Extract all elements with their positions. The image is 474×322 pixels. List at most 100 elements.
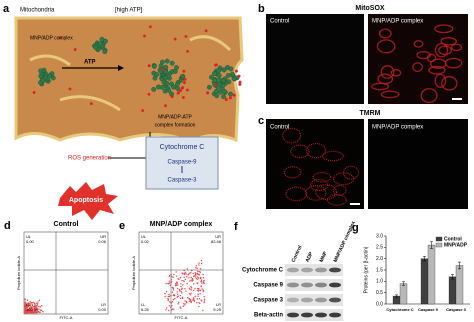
particle <box>164 58 170 64</box>
event <box>198 305 200 308</box>
event <box>192 289 195 292</box>
event <box>199 268 202 270</box>
atp-molecule <box>182 69 186 73</box>
event <box>172 294 174 297</box>
particle <box>154 72 159 77</box>
event <box>201 288 203 290</box>
event <box>198 289 200 292</box>
band <box>329 297 341 303</box>
event <box>196 276 199 278</box>
event <box>198 264 200 266</box>
event <box>178 301 180 304</box>
cell <box>305 142 327 159</box>
particle <box>163 75 168 81</box>
event <box>183 276 185 279</box>
event <box>197 270 199 272</box>
text: TMRM <box>360 110 381 117</box>
event <box>203 279 205 282</box>
event <box>200 279 203 281</box>
quadrant-value: 9.25 <box>213 307 222 312</box>
quadrant-value: 100.00 <box>26 307 39 312</box>
event <box>167 299 169 302</box>
atp-molecule <box>147 92 151 96</box>
event <box>30 306 32 308</box>
text: MNP/ADP complex <box>372 19 423 25</box>
event <box>32 306 34 308</box>
event <box>33 302 36 305</box>
particle <box>220 78 226 84</box>
event <box>164 292 166 295</box>
cell <box>428 65 446 75</box>
event <box>202 273 204 276</box>
event <box>31 307 33 309</box>
y-tick-label: 0.0 <box>376 301 383 307</box>
axis-title: FITC-A <box>175 315 188 320</box>
event <box>36 304 39 306</box>
x-tick-label: Caspase 3 <box>446 307 467 312</box>
legend-label: MNP/ADP <box>444 242 468 248</box>
event <box>39 309 42 311</box>
y-tick-label: 2.5 <box>376 245 383 251</box>
event <box>31 303 33 306</box>
event <box>197 295 199 297</box>
band <box>315 312 327 318</box>
quadrant-value: 82.48 <box>211 239 222 244</box>
event <box>25 308 28 311</box>
event <box>180 283 182 285</box>
event <box>186 268 188 270</box>
event <box>199 271 202 273</box>
particle <box>213 88 219 94</box>
band <box>301 312 313 318</box>
event <box>190 301 193 304</box>
cell <box>440 37 457 46</box>
particle <box>206 84 212 90</box>
quadrant-name: UR <box>215 234 221 239</box>
panel-label: a <box>3 3 10 15</box>
event <box>25 305 27 308</box>
event <box>193 300 196 303</box>
atp-molecule <box>147 64 151 68</box>
event <box>35 307 37 309</box>
event <box>196 278 199 280</box>
event <box>182 284 184 286</box>
cell <box>412 62 423 73</box>
event <box>168 293 170 296</box>
event <box>196 302 198 304</box>
event <box>170 275 173 278</box>
event <box>196 267 198 269</box>
quadrant-value: 0.06 <box>98 239 107 244</box>
text: MNP/ADP complex <box>372 125 423 131</box>
nanoparticle-clusters <box>32 25 242 112</box>
scale-bar <box>452 98 462 100</box>
quadrant-name: UR <box>100 234 106 239</box>
event <box>25 311 27 314</box>
event <box>200 262 203 265</box>
event <box>27 310 29 312</box>
event <box>26 299 29 301</box>
atp-molecule <box>170 95 174 99</box>
atp-molecule <box>176 91 180 95</box>
band <box>301 267 313 273</box>
event <box>191 278 194 280</box>
atp-molecule <box>238 82 242 86</box>
event <box>29 310 31 312</box>
band <box>315 282 327 288</box>
legend-label: Control <box>444 236 462 242</box>
event <box>182 305 184 308</box>
particle <box>103 38 108 44</box>
cell <box>434 73 447 88</box>
event <box>198 273 200 276</box>
event <box>172 276 174 278</box>
band <box>301 282 313 288</box>
cell <box>312 171 332 183</box>
event <box>168 305 171 307</box>
event <box>28 304 31 306</box>
band <box>329 267 341 273</box>
bar <box>427 244 436 305</box>
text: Control <box>270 19 289 25</box>
event <box>194 287 196 290</box>
event <box>189 280 191 282</box>
event <box>29 303 32 305</box>
panel-c: c TMRM Control MNP/ADP complex <box>258 110 468 209</box>
event <box>169 301 171 303</box>
